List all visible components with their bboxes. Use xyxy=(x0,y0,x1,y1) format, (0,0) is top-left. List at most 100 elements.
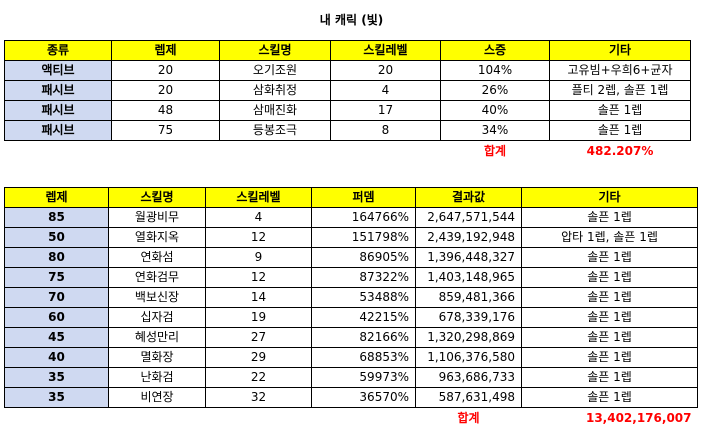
cell-percent-damage: 53488% xyxy=(311,287,416,308)
cell-etc: 솔픈 1렙 xyxy=(549,120,691,141)
cell-type: 액티브 xyxy=(4,60,112,81)
cell-level-req: 20 xyxy=(111,60,220,81)
cell-skill-level: 12 xyxy=(205,227,312,248)
cell-etc: 솔픈 1렙 xyxy=(521,347,698,368)
cell-percent-damage: 36570% xyxy=(311,387,416,408)
cell-etc: 고유빔+우희6+균자 xyxy=(549,60,691,81)
cell-level-req: 50 xyxy=(4,227,109,248)
cell-level-req: 60 xyxy=(4,307,109,328)
cell-skill-name: 비연장 xyxy=(108,387,206,408)
cell-etc: 솔픈 1렙 xyxy=(521,207,698,228)
cell-skill-name: 난화검 xyxy=(108,367,206,388)
cell-level-req: 75 xyxy=(4,267,109,288)
cell-result: 587,631,498 xyxy=(415,387,522,408)
cell-skill-level: 14 xyxy=(205,287,312,308)
cell-etc: 솔픈 1렙 xyxy=(521,327,698,348)
cell-skill-level: 19 xyxy=(205,307,312,328)
cell-skill-level: 12 xyxy=(205,267,312,288)
cell-level-req: 48 xyxy=(111,100,220,121)
sum-label: 합계 xyxy=(457,410,480,425)
skill-boost-table: 종류 렙제 스킬명 스킬레벨 스증 기타 액티브 20 오기조원 20 104%… xyxy=(4,40,691,161)
sum-label: 합계 xyxy=(483,143,507,158)
sum-value: 482.207% xyxy=(586,143,654,158)
cell-etc: 솔픈 1렙 xyxy=(521,267,698,288)
cell-etc: 솔픈 1렙 xyxy=(521,287,698,308)
cell-skill-name: 삼화취정 xyxy=(219,80,331,101)
cell-etc: 솔픈 1렙 xyxy=(521,247,698,268)
cell-skill-boost: 40% xyxy=(440,100,550,121)
cell-skill-level: 27 xyxy=(205,327,312,348)
cell-skill-level: 32 xyxy=(205,387,312,408)
cell-skill-name: 열화지옥 xyxy=(108,227,206,248)
cell-etc: 솔픈 1렙 xyxy=(521,387,698,408)
table-row: 85 월광비무 4 164766% 2,647,571,544 솔픈 1렙 xyxy=(4,207,698,228)
cell-skill-name: 등봉조극 xyxy=(219,120,331,141)
cell-percent-damage: 68853% xyxy=(311,347,416,368)
cell-skill-boost: 34% xyxy=(440,120,550,141)
header-skill-level: 스킬레벨 xyxy=(205,187,312,208)
cell-percent-damage: 87322% xyxy=(311,267,416,288)
cell-level-req: 35 xyxy=(4,367,109,388)
cell-percent-damage: 164766% xyxy=(311,207,416,228)
header-etc: 기타 xyxy=(521,187,698,208)
cell-skill-level: 4 xyxy=(205,207,312,228)
cell-result: 2,647,571,544 xyxy=(415,207,522,228)
cell-skill-level: 29 xyxy=(205,347,312,368)
cell-level-req: 35 xyxy=(4,387,109,408)
sum-row: 합계 13,402,176,007 xyxy=(5,408,698,429)
header-etc: 기타 xyxy=(549,40,691,61)
table-row: 액티브 20 오기조원 20 104% 고유빔+우희6+균자 xyxy=(4,60,691,81)
cell-percent-damage: 82166% xyxy=(311,327,416,348)
cell-skill-level: 8 xyxy=(330,120,441,141)
cell-etc: 솔픈 1렙 xyxy=(521,307,698,328)
table-row: 80 연화섬 9 86905% 1,396,448,327 솔픈 1렙 xyxy=(4,247,698,268)
cell-level-req: 20 xyxy=(111,80,220,101)
header-percent-damage: 퍼뎀 xyxy=(311,187,416,208)
cell-result: 859,481,366 xyxy=(415,287,522,308)
cell-result: 1,320,298,869 xyxy=(415,327,522,348)
sum-value: 13,402,176,007 xyxy=(585,410,692,425)
table-header-row: 종류 렙제 스킬명 스킬레벨 스증 기타 xyxy=(4,40,691,61)
cell-skill-name: 연화섬 xyxy=(108,247,206,268)
cell-skill-name: 십자검 xyxy=(108,307,206,328)
table-row: 35 비연장 32 36570% 587,631,498 솔픈 1렙 xyxy=(4,387,698,408)
cell-etc: 플티 2렙, 솔픈 1렙 xyxy=(549,80,691,101)
cell-level-req: 40 xyxy=(4,347,109,368)
cell-etc: 압타 1렙, 솔픈 1렙 xyxy=(521,227,698,248)
table-row: 35 난화검 22 59973% 963,686,733 솔픈 1렙 xyxy=(4,367,698,388)
header-skill-name: 스킬명 xyxy=(219,40,331,61)
table-row: 70 백보신장 14 53488% 859,481,366 솔픈 1렙 xyxy=(4,287,698,308)
header-result: 결과값 xyxy=(415,187,522,208)
header-skill-level: 스킬레벨 xyxy=(330,40,441,61)
table-row: 45 혜성만리 27 82166% 1,320,298,869 솔픈 1렙 xyxy=(4,327,698,348)
cell-level-req: 80 xyxy=(4,247,109,268)
table-row: 60 십자검 19 42215% 678,339,176 솔픈 1렙 xyxy=(4,307,698,328)
cell-skill-level: 20 xyxy=(330,60,441,81)
cell-skill-name: 삼매진화 xyxy=(219,100,331,121)
cell-level-req: 70 xyxy=(4,287,109,308)
cell-skill-name: 멸화장 xyxy=(108,347,206,368)
cell-etc: 솔픈 1렙 xyxy=(549,100,691,121)
cell-skill-name: 혜성만리 xyxy=(108,327,206,348)
cell-level-req: 45 xyxy=(4,327,109,348)
cell-result: 963,686,733 xyxy=(415,367,522,388)
cell-etc: 솔픈 1렙 xyxy=(521,367,698,388)
header-skill-boost: 스증 xyxy=(440,40,550,61)
table-row: 40 멸화장 29 68853% 1,106,376,580 솔픈 1렙 xyxy=(4,347,698,368)
table-row: 75 연화검무 12 87322% 1,403,148,965 솔픈 1렙 xyxy=(4,267,698,288)
cell-skill-name: 연화검무 xyxy=(108,267,206,288)
header-skill-name: 스킬명 xyxy=(108,187,206,208)
table-row: 패시브 48 삼매진화 17 40% 솔픈 1렙 xyxy=(4,100,691,121)
cell-result: 1,106,376,580 xyxy=(415,347,522,368)
cell-result: 678,339,176 xyxy=(415,307,522,328)
cell-skill-level: 22 xyxy=(205,367,312,388)
header-level-req: 렙제 xyxy=(4,187,109,208)
cell-skill-level: 17 xyxy=(330,100,441,121)
cell-result: 1,396,448,327 xyxy=(415,247,522,268)
cell-result: 1,403,148,965 xyxy=(415,267,522,288)
table-header-row: 렙제 스킬명 스킬레벨 퍼뎀 결과값 기타 xyxy=(4,187,698,208)
cell-percent-damage: 42215% xyxy=(311,307,416,328)
cell-percent-damage: 151798% xyxy=(311,227,416,248)
cell-type: 패시브 xyxy=(4,120,112,141)
cell-level-req: 85 xyxy=(4,207,109,228)
